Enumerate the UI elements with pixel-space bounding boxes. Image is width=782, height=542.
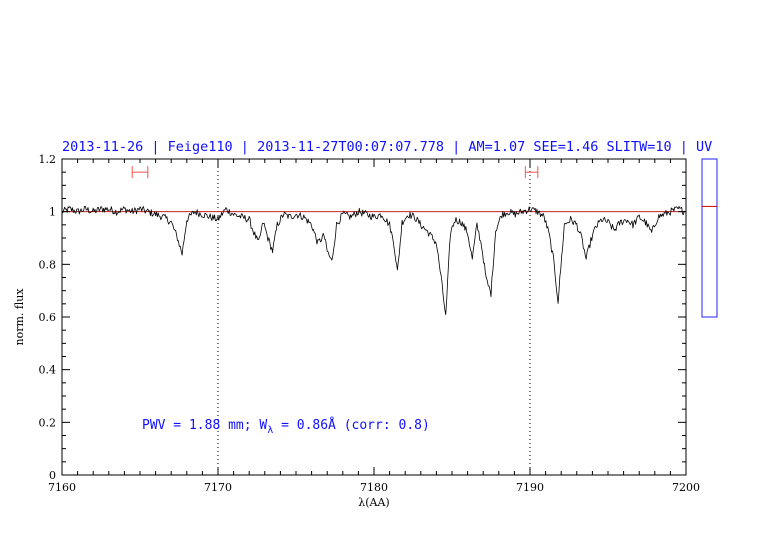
x-ticks: 7160 7170 7180 7190 7200 (48, 159, 700, 494)
x-tick-label: 7190 (516, 481, 544, 494)
x-axis-label: λ(AA) (358, 496, 389, 509)
y-tick-label: 1.2 (39, 153, 57, 166)
y-tick-label: 0.4 (39, 364, 57, 377)
side-indicator-box (701, 158, 718, 318)
y-tick-label: 0.8 (39, 258, 57, 271)
y-tick-label: 0.2 (39, 416, 57, 429)
y-tick-label: 0.6 (39, 311, 57, 324)
plot-area: 7160 7170 7180 7190 7200 0 0.2 0.4 0.6 0.8 1 1.2 (39, 153, 701, 494)
side-indicator (701, 158, 718, 318)
x-tick-label: 7160 (48, 481, 76, 494)
pwv-annotation: PWV = 1.88 mm; Wλ = 0.86Å (corr: 0.8) (142, 417, 430, 436)
range-markers (131, 166, 539, 179)
y-axis-label: norm. flux (13, 288, 26, 346)
y-tick-label: 0 (49, 469, 56, 482)
range-marker (131, 166, 149, 179)
y-tick-label: 1 (49, 206, 56, 219)
range-marker (524, 166, 539, 179)
x-tick-label: 7170 (204, 481, 232, 494)
spectrum-line (61, 205, 687, 316)
y-ticks: 0 0.2 0.4 0.6 0.8 1 1.2 (39, 153, 686, 482)
x-tick-label: 7200 (672, 481, 700, 494)
plot-header: 2013-11-26 | Feige110 | 2013-11-27T00:07… (62, 139, 712, 155)
x-tick-label: 7180 (360, 481, 388, 494)
